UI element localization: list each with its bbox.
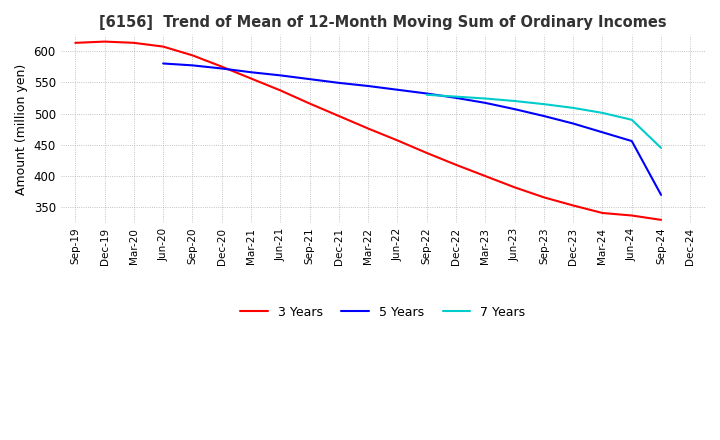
5 Years [539, 114, 548, 119]
7 Years [569, 105, 577, 110]
3 Years [539, 195, 548, 200]
5 Years [393, 87, 402, 92]
3 Years [217, 64, 226, 69]
5 Years [159, 61, 168, 66]
3 Years [188, 53, 197, 58]
3 Years [451, 162, 460, 168]
5 Years [335, 80, 343, 85]
5 Years [423, 91, 431, 96]
3 Years [276, 88, 284, 93]
3 Years [510, 185, 519, 190]
5 Years [217, 66, 226, 71]
3 Years [393, 138, 402, 143]
5 Years [247, 70, 256, 75]
3 Years [71, 40, 80, 45]
5 Years [510, 106, 519, 112]
5 Years [276, 73, 284, 78]
5 Years [657, 192, 665, 198]
5 Years [188, 63, 197, 68]
3 Years [598, 210, 607, 216]
3 Years [335, 114, 343, 119]
3 Years [130, 40, 138, 45]
7 Years [423, 92, 431, 97]
3 Years [100, 39, 109, 44]
5 Years [598, 130, 607, 135]
7 Years [481, 96, 490, 101]
3 Years [481, 173, 490, 179]
5 Years [481, 100, 490, 106]
7 Years [657, 145, 665, 150]
7 Years [510, 99, 519, 104]
Title: [6156]  Trend of Mean of 12-Month Moving Sum of Ordinary Incomes: [6156] Trend of Mean of 12-Month Moving … [99, 15, 667, 30]
3 Years [247, 76, 256, 81]
5 Years [569, 121, 577, 126]
3 Years [364, 126, 372, 131]
3 Years [627, 213, 636, 218]
5 Years [364, 83, 372, 88]
Line: 3 Years: 3 Years [76, 42, 661, 220]
3 Years [305, 101, 314, 106]
Y-axis label: Amount (million yen): Amount (million yen) [15, 63, 28, 195]
5 Years [305, 77, 314, 82]
Line: 7 Years: 7 Years [427, 95, 661, 148]
7 Years [539, 102, 548, 107]
Legend: 3 Years, 5 Years, 7 Years: 3 Years, 5 Years, 7 Years [235, 301, 531, 323]
3 Years [657, 217, 665, 223]
3 Years [569, 203, 577, 208]
7 Years [627, 117, 636, 122]
Line: 5 Years: 5 Years [163, 63, 661, 195]
7 Years [598, 110, 607, 116]
5 Years [627, 139, 636, 144]
3 Years [423, 150, 431, 156]
3 Years [159, 44, 168, 49]
7 Years [451, 94, 460, 99]
5 Years [451, 95, 460, 100]
